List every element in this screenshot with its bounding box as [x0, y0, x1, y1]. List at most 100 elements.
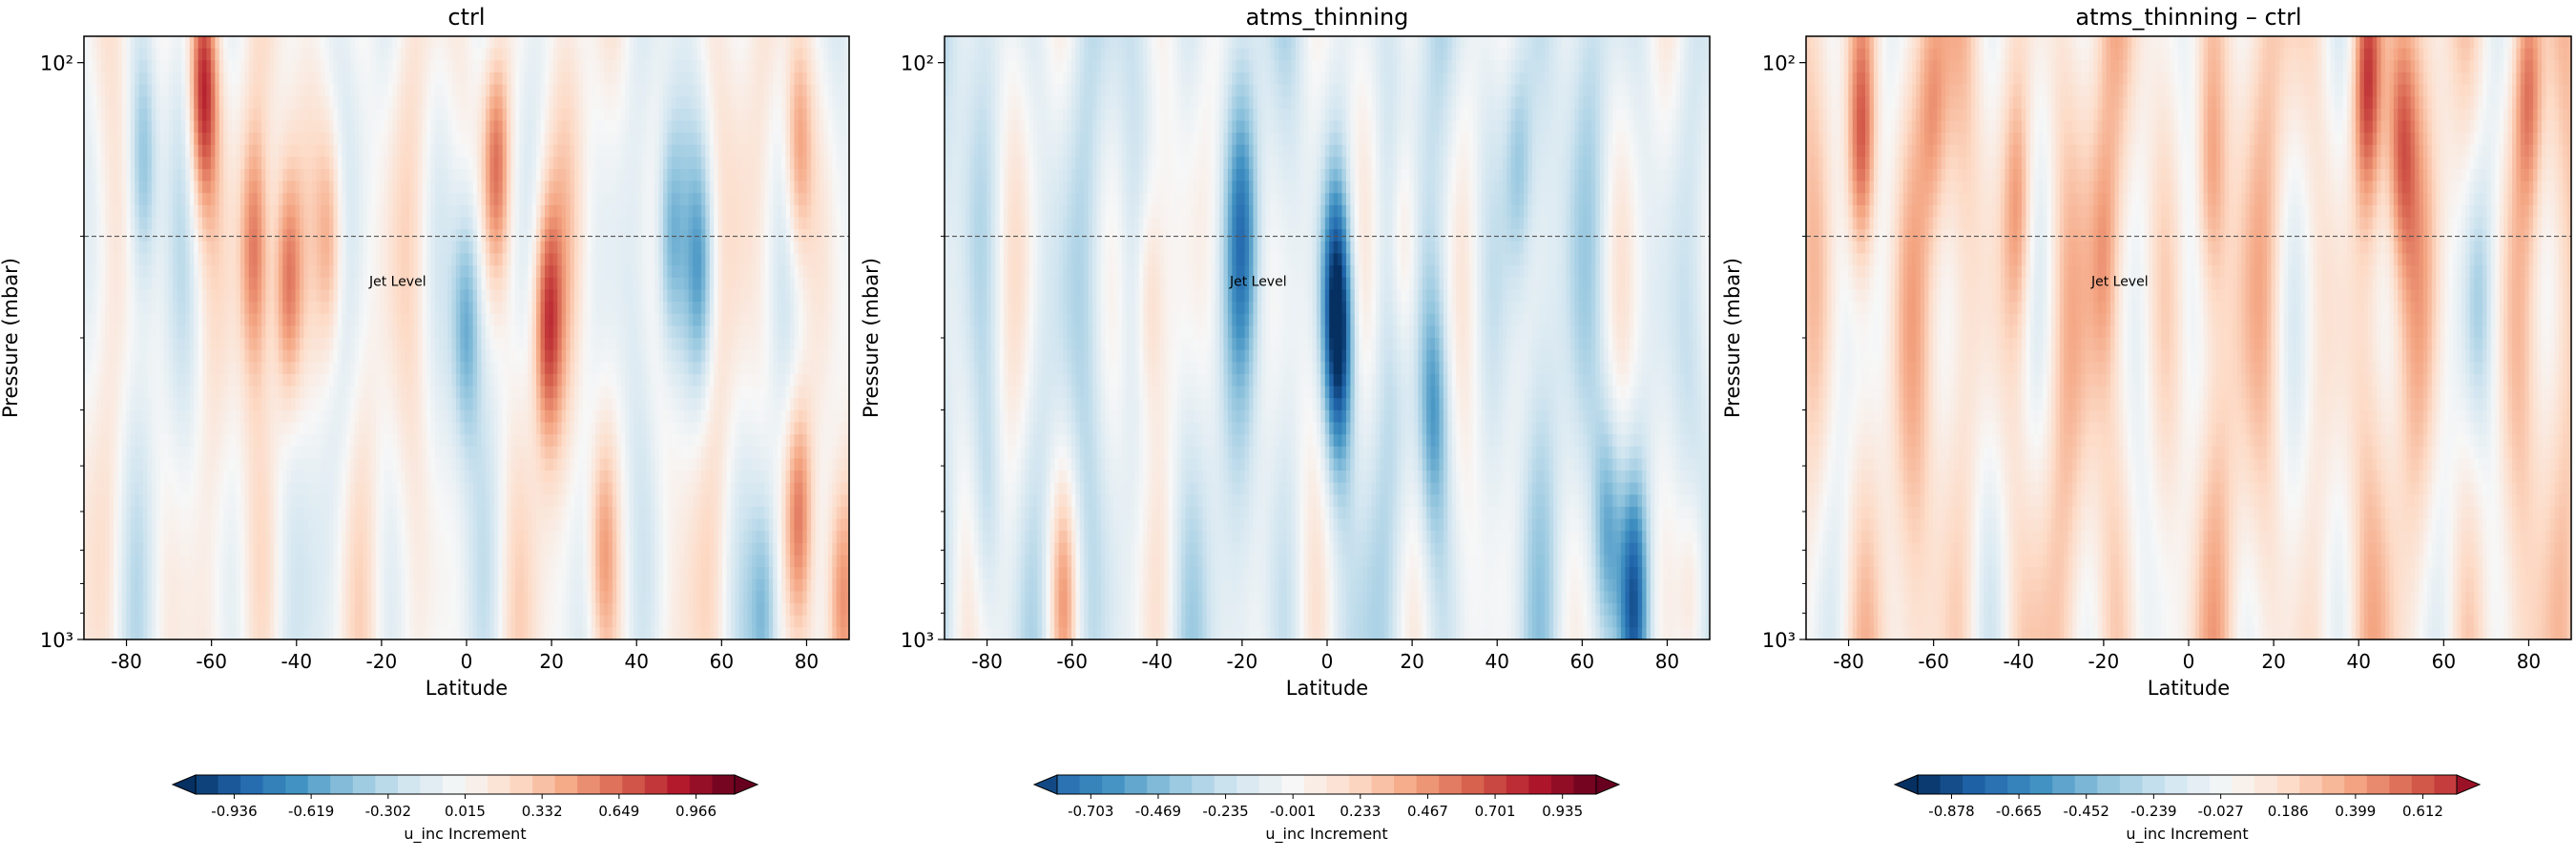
- heatmap-cell: [493, 265, 499, 279]
- heatmap-cell: [646, 313, 652, 326]
- heatmap-cell: [363, 96, 368, 110]
- heatmap-cell: [299, 108, 305, 122]
- heatmap-cell: [573, 253, 580, 266]
- heatmap-cell: [130, 362, 135, 375]
- heatmap-cell: [604, 84, 610, 97]
- heatmap-cell: [841, 338, 846, 351]
- heatmap-cell: [481, 133, 487, 146]
- heatmap-cell: [604, 120, 610, 134]
- heatmap-cell: [151, 193, 156, 206]
- heatmap-cell: [667, 133, 673, 146]
- heatmap-cell: [206, 338, 212, 351]
- heatmap-cell: [582, 265, 588, 279]
- heatmap-cell: [510, 338, 516, 351]
- heatmap-cell: [291, 229, 297, 242]
- heatmap-cell: [164, 229, 170, 242]
- heatmap-cell: [841, 84, 846, 97]
- heatmap-cell: [735, 72, 740, 86]
- heatmap-cell: [717, 193, 723, 206]
- heatmap-cell: [777, 36, 782, 50]
- heatmap-cell: [345, 120, 351, 134]
- heatmap-cell: [747, 84, 753, 97]
- heatmap-cell: [722, 193, 728, 206]
- heatmap-cell: [180, 72, 186, 86]
- heatmap-cell: [735, 349, 740, 363]
- heatmap-cell: [253, 241, 259, 255]
- heatmap-cell: [477, 169, 483, 182]
- heatmap-cell: [401, 36, 406, 50]
- heatmap-cell: [434, 325, 440, 339]
- heatmap-cell: [269, 157, 275, 170]
- heatmap-cell: [388, 96, 394, 110]
- heatmap-cell: [342, 180, 347, 194]
- heatmap-cell: [823, 338, 829, 351]
- heatmap-cell: [507, 313, 512, 326]
- heatmap-cell: [236, 253, 241, 266]
- heatmap-cell: [730, 338, 736, 351]
- heatmap-cell: [180, 193, 186, 206]
- heatmap-cell: [409, 338, 415, 351]
- heatmap-cell: [96, 60, 102, 73]
- heatmap-cell: [405, 265, 410, 279]
- heatmap-cell: [608, 96, 613, 110]
- heatmap-cell: [321, 265, 326, 279]
- heatmap-cell: [164, 302, 170, 315]
- heatmap-cell: [540, 180, 546, 194]
- heatmap-cell: [366, 96, 372, 110]
- heatmap-cell: [455, 338, 461, 351]
- heatmap-cell: [735, 120, 740, 134]
- heatmap-cell: [587, 193, 592, 206]
- heatmap-cell: [88, 302, 93, 315]
- heatmap-cell: [282, 338, 288, 351]
- heatmap-cell: [650, 48, 655, 61]
- heatmap-cell: [811, 229, 817, 242]
- heatmap-cell: [265, 36, 271, 50]
- heatmap-cell: [709, 84, 715, 97]
- heatmap-cell: [675, 265, 681, 279]
- heatmap-cell: [84, 96, 90, 110]
- heatmap-cell: [693, 144, 698, 157]
- heatmap-cell: [714, 60, 719, 73]
- heatmap-cell: [451, 120, 457, 134]
- heatmap-cell: [519, 96, 525, 110]
- heatmap-cell: [544, 120, 550, 134]
- heatmap-cell: [587, 60, 592, 73]
- heatmap-cell: [147, 72, 153, 86]
- heatmap-cell: [342, 241, 347, 255]
- heatmap-cell: [514, 338, 520, 351]
- heatmap-cell: [752, 253, 758, 266]
- heatmap-cell: [523, 180, 529, 194]
- heatmap-cell: [126, 157, 132, 170]
- heatmap-cell: [650, 157, 655, 170]
- heatmap-cell: [282, 193, 288, 206]
- heatmap-cell: [359, 253, 364, 266]
- heatmap-cell: [591, 302, 596, 315]
- heatmap-cell: [531, 60, 537, 73]
- heatmap-cell: [109, 169, 114, 182]
- heatmap-cell: [705, 108, 711, 122]
- heatmap-cell: [464, 313, 469, 326]
- heatmap-cell: [303, 157, 309, 170]
- heatmap-cell: [625, 180, 631, 194]
- heatmap-cell: [151, 60, 156, 73]
- heatmap-cell: [781, 349, 787, 363]
- heatmap-cell: [714, 217, 719, 230]
- heatmap-cell: [337, 204, 343, 219]
- heatmap-cell: [135, 325, 140, 339]
- heatmap-cell: [218, 313, 224, 326]
- heatmap-cell: [232, 204, 238, 219]
- heatmap-cell: [100, 84, 106, 97]
- heatmap-cell: [802, 265, 808, 279]
- heatmap-cell: [595, 108, 601, 122]
- heatmap-cell: [819, 229, 825, 242]
- heatmap-cell: [460, 72, 466, 86]
- heatmap-cell: [392, 157, 398, 170]
- heatmap-cell: [819, 253, 825, 266]
- heatmap-cell: [604, 48, 610, 61]
- heatmap-cell: [730, 157, 736, 170]
- heatmap-cell: [380, 169, 385, 182]
- heatmap-cell: [455, 241, 461, 255]
- heatmap-cell: [147, 253, 153, 266]
- heatmap-cell: [409, 60, 415, 73]
- heatmap-cell: [303, 36, 309, 50]
